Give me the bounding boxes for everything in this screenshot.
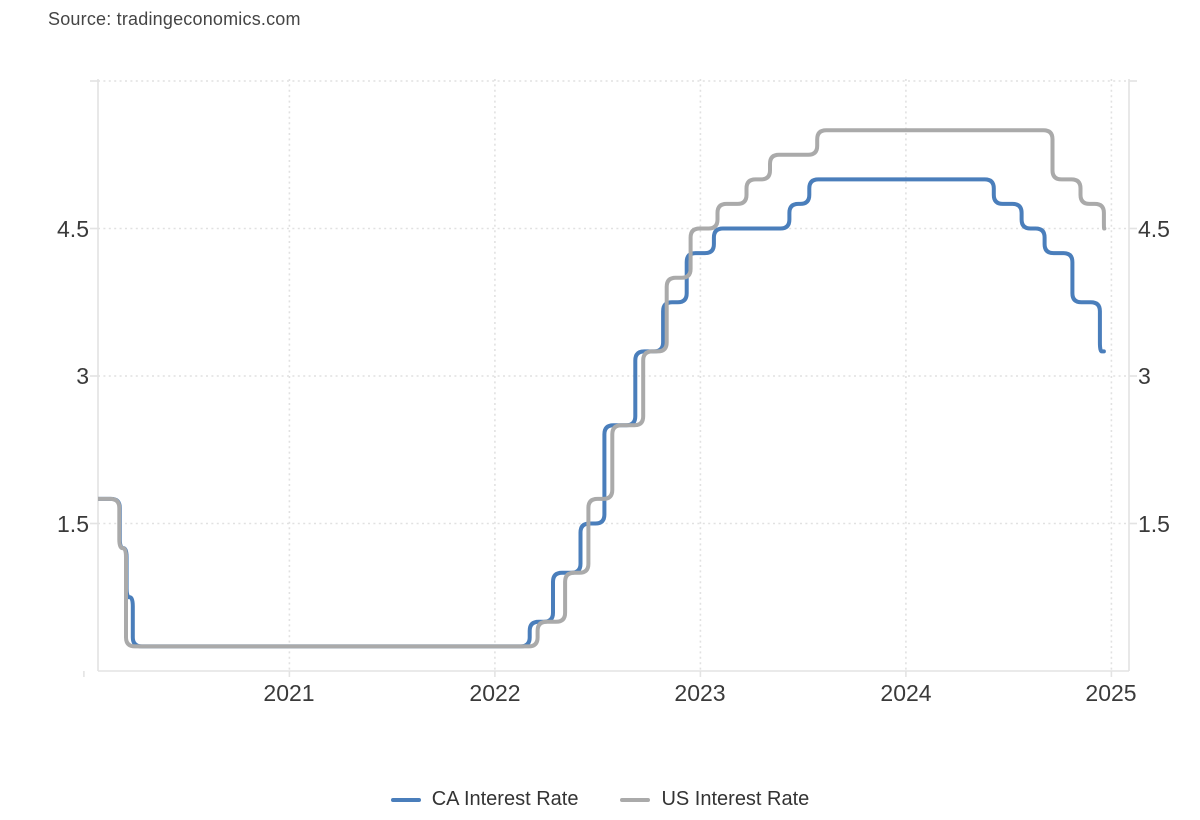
y-axis-label-left-4.5: 4.5	[57, 216, 89, 242]
y-axis-label-right-3: 3	[1138, 363, 1151, 389]
x-axis-label-2024: 2024	[880, 680, 932, 706]
x-axis-label-2021: 2021	[263, 680, 315, 706]
legend-item-us-interest-rate[interactable]: US Interest Rate	[620, 788, 809, 811]
series-line-us[interactable]	[84, 128, 1107, 649]
x-axis-label-2025: 2025	[1085, 680, 1137, 706]
x-axis-label-2023: 2023	[674, 680, 726, 706]
us-series-label: US Interest Rate	[661, 788, 810, 810]
y-axis-label-left-1.5: 1.5	[57, 511, 89, 537]
ca-series-line-swatch	[390, 797, 421, 802]
x-axis-label-2022: 2022	[469, 680, 521, 706]
y-axis-label-left-3: 3	[76, 363, 89, 389]
source-label: Source: tradingeconomics.com	[48, 9, 301, 29]
us-series-line-swatch	[620, 797, 651, 802]
ca-series-label: CA Interest Rate	[431, 788, 579, 810]
y-axis-label-right-4.5: 4.5	[1138, 216, 1170, 242]
legend-item-ca-interest-rate[interactable]: CA Interest Rate	[390, 788, 579, 811]
series-line-ca[interactable]	[84, 177, 1106, 649]
y-axis-label-right-1.5: 1.5	[1138, 511, 1170, 537]
legend: CA Interest Rate US Interest Rate	[0, 788, 1200, 811]
